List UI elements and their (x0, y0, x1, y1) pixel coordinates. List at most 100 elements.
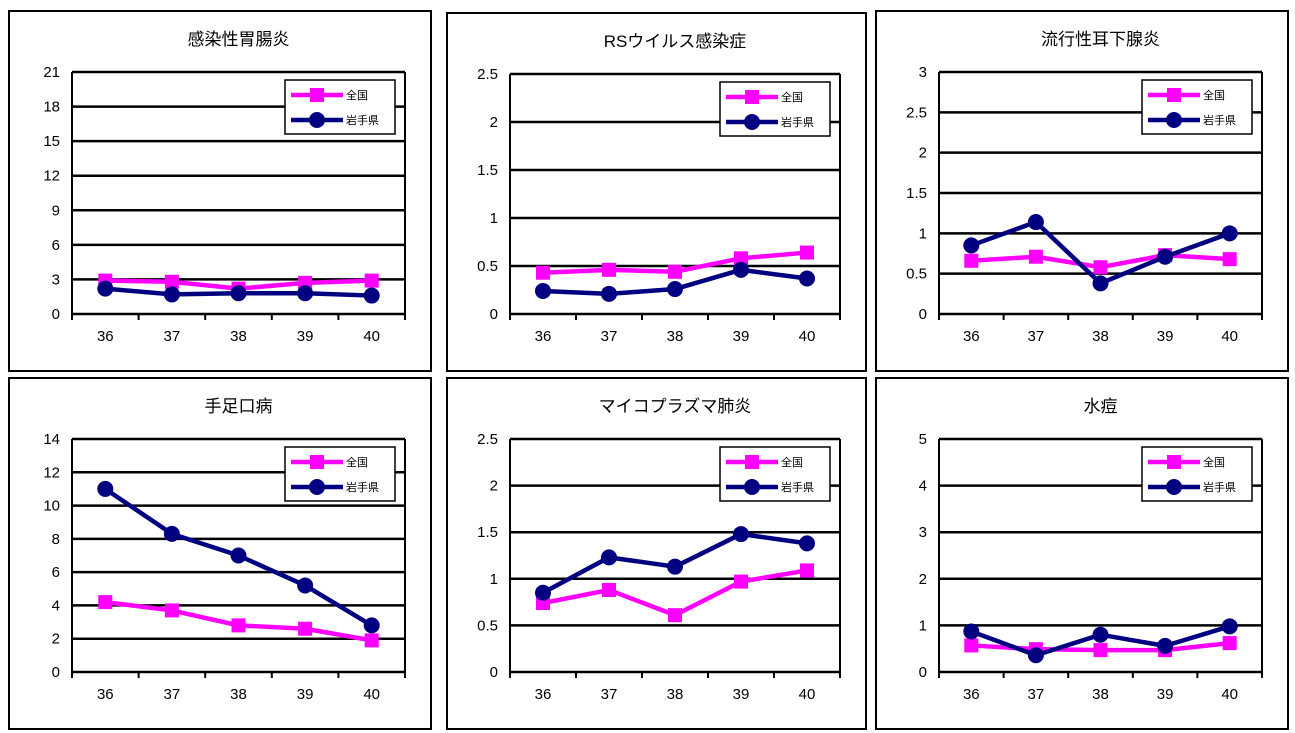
data-point (363, 287, 380, 304)
y-tick-label: 9 (52, 202, 60, 219)
data-point (164, 603, 179, 618)
legend-marker (744, 479, 760, 495)
legend-box (284, 446, 396, 502)
data-point (1027, 647, 1044, 664)
y-tick-label: 18 (43, 99, 60, 116)
y-tick-label: 0.5 (477, 258, 498, 275)
legend-box (284, 79, 396, 135)
data-point (799, 270, 815, 287)
data-point (1028, 249, 1043, 264)
data-point (363, 617, 380, 634)
x-tick-label: 36 (963, 328, 980, 345)
data-point (1221, 225, 1238, 242)
y-tick-label: 6 (52, 564, 60, 581)
legend-marker (1167, 455, 1181, 469)
x-tick-label: 37 (1028, 686, 1045, 703)
data-point (734, 251, 748, 266)
y-tick-label: 2 (490, 114, 498, 131)
data-point (1093, 260, 1108, 275)
x-tick-label: 39 (733, 686, 750, 703)
chart-panel-1: 感染性胃腸炎 0 3 6 9 12 15 18 21 36 37 38 39 40 全国 岩手県 (8, 10, 432, 372)
legend-marker (1166, 479, 1182, 495)
chart-title: 手足口病 (205, 397, 273, 416)
x-tick-label: 38 (230, 686, 247, 703)
legend-marker (309, 479, 325, 495)
chart-title: 水痘 (1084, 397, 1118, 416)
legend-box (1141, 79, 1253, 135)
y-tick-label: 8 (52, 531, 60, 548)
x-tick-label: 36 (97, 686, 114, 703)
data-point (964, 253, 979, 268)
x-tick-label: 40 (363, 686, 380, 703)
legend-marker (745, 455, 759, 469)
legend-marker (310, 88, 324, 102)
y-tick-label: 0 (490, 664, 498, 681)
data-point (602, 262, 616, 277)
series-iwate (535, 526, 815, 601)
y-tick-label: 21 (43, 64, 60, 81)
chart-title: 流行性耳下腺炎 (1041, 30, 1160, 49)
y-tick-label: 10 (43, 498, 60, 515)
y-tick-label: 2 (919, 571, 927, 588)
legend-label-national: 全国 (1203, 455, 1225, 469)
x-tick-label: 40 (799, 328, 816, 345)
data-point (601, 549, 617, 566)
data-point (163, 525, 180, 542)
chart-title: マイコプラズマ肺炎 (599, 397, 752, 416)
x-tick-label: 37 (601, 686, 618, 703)
x-tick-label: 39 (297, 328, 314, 345)
data-point (98, 595, 113, 610)
data-point (733, 261, 749, 278)
legend-marker (1167, 88, 1181, 102)
x-tick-label: 39 (297, 686, 314, 703)
y-tick-label: 3 (919, 64, 927, 81)
y-tick-label: 4 (919, 478, 927, 495)
x-tick-label: 37 (164, 328, 181, 345)
y-tick-label: 1.5 (477, 524, 498, 541)
data-point (601, 285, 617, 302)
data-point (1222, 252, 1237, 267)
y-tick-label: 2.5 (477, 66, 498, 83)
data-point (667, 558, 683, 575)
y-tick-label: 1.5 (906, 185, 927, 202)
legend-marker (309, 112, 325, 128)
data-point (963, 623, 980, 640)
data-point (1157, 248, 1174, 265)
y-tick-label: 0 (919, 306, 927, 323)
x-tick-label: 38 (1092, 328, 1109, 345)
y-tick-label: 0.5 (477, 617, 498, 634)
series-national (98, 595, 379, 648)
data-point (536, 265, 550, 280)
data-point (734, 574, 748, 589)
legend-label-iwate: 岩手県 (1203, 113, 1236, 127)
data-point (667, 281, 683, 298)
y-tick-label: 0 (490, 306, 498, 323)
y-tick-label: 12 (43, 168, 60, 185)
x-tick-label: 37 (1028, 328, 1045, 345)
y-tick-label: 3 (919, 524, 927, 541)
chart-panel-4: 手足口病 0 2 4 6 8 10 12 14 36 37 38 39 40 全国 岩手県 (8, 377, 432, 730)
y-tick-label: 4 (52, 597, 60, 614)
x-tick-label: 36 (97, 328, 114, 345)
data-point (230, 547, 247, 564)
y-tick-label: 15 (43, 133, 60, 150)
chart-title: RSウイルス感染症 (604, 32, 747, 51)
y-tick-label: 3 (52, 271, 60, 288)
legend-label-national: 全国 (1203, 88, 1225, 102)
data-point (163, 286, 180, 303)
series-national (536, 245, 814, 280)
data-point (535, 282, 551, 299)
series-iwate (535, 261, 815, 302)
data-point (298, 621, 313, 636)
x-tick-label: 38 (230, 328, 247, 345)
y-tick-label: 0 (52, 664, 60, 681)
legend-marker (744, 114, 760, 130)
chart-panel-6: 水痘 0 1 2 3 4 5 36 37 38 39 40 全国 岩手県 (875, 377, 1289, 730)
data-point (297, 285, 314, 302)
data-point (1157, 637, 1174, 654)
legend-marker (1166, 112, 1182, 128)
legend-label-national: 全国 (781, 90, 803, 104)
